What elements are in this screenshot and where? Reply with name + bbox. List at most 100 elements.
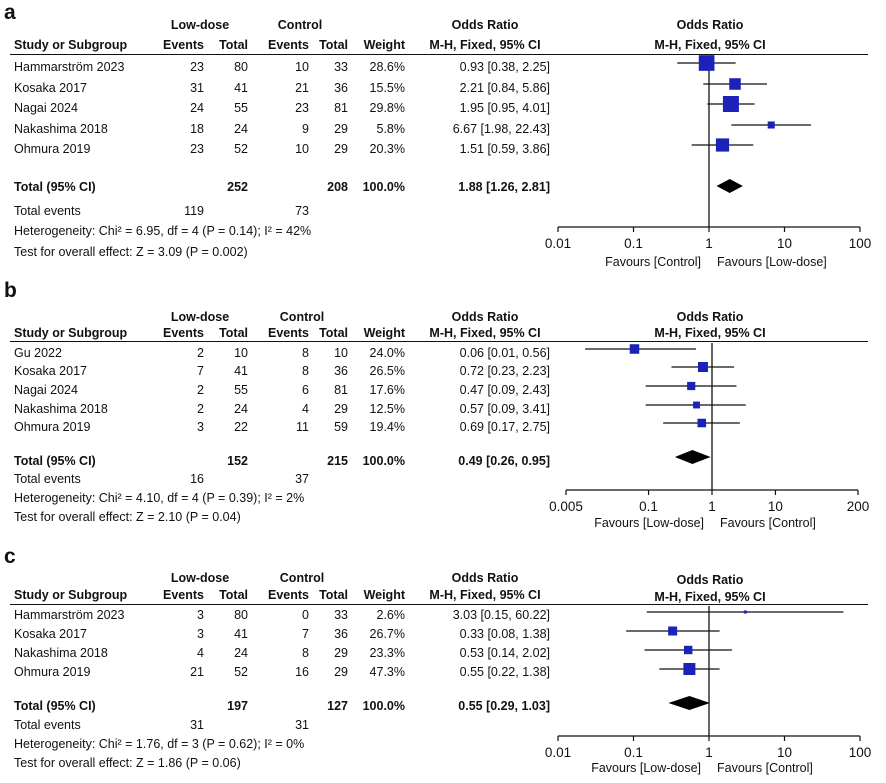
plot-title: Odds Ratio bbox=[676, 18, 744, 32]
study-col-header: Study or Subgroup bbox=[14, 38, 128, 52]
method-header: M-H, Fixed, 95% CI bbox=[429, 326, 541, 340]
weight: 23.3% bbox=[369, 646, 405, 660]
total1: 55 bbox=[234, 383, 248, 397]
odds-ratio-ci: 6.67 [1.98, 22.43] bbox=[452, 122, 550, 136]
favours-right-label: Favours [Control] bbox=[717, 761, 813, 775]
events1-header: Events bbox=[163, 38, 204, 52]
effect-square bbox=[729, 78, 741, 90]
total1: 24 bbox=[234, 122, 248, 136]
events1: 31 bbox=[190, 81, 204, 95]
events2: 0 bbox=[302, 608, 309, 622]
total2: 36 bbox=[334, 364, 348, 378]
total-events1: 16 bbox=[190, 472, 204, 486]
odds-ratio-ci: 1.95 [0.95, 4.01] bbox=[459, 101, 550, 115]
study-name: Ohmura 2019 bbox=[14, 665, 91, 679]
total1-header: Total bbox=[219, 38, 248, 52]
panel-label: c bbox=[4, 545, 16, 568]
effect-square bbox=[743, 610, 747, 614]
total1: 80 bbox=[234, 608, 248, 622]
plot-title: Odds Ratio bbox=[676, 573, 744, 587]
events2: 21 bbox=[295, 81, 309, 95]
effect-square bbox=[767, 121, 775, 129]
events2: 10 bbox=[295, 142, 309, 156]
events2: 6 bbox=[302, 383, 309, 397]
study-name: Nagai 2024 bbox=[14, 383, 78, 397]
odds-ratio-ci: 0.72 [0.23, 2.23] bbox=[459, 364, 550, 378]
odds-ratio-ci: 0.33 [0.08, 1.38] bbox=[459, 627, 550, 641]
total2: 29 bbox=[334, 646, 348, 660]
tick-label: 0.1 bbox=[624, 236, 643, 251]
method-header: M-H, Fixed, 95% CI bbox=[429, 588, 541, 602]
forest-plot: 0.005 0.1 1 10 200 Favours [Low-dose] Favours … bbox=[549, 343, 869, 530]
heterogeneity-text: Heterogeneity: Chi² = 4.10, df = 4 (P = … bbox=[14, 491, 305, 505]
tick-label: 10 bbox=[768, 499, 783, 514]
total1: 41 bbox=[234, 364, 248, 378]
total-events2: 31 bbox=[295, 718, 309, 732]
total2-sum: 127 bbox=[327, 699, 348, 713]
favours-left-label: Favours [Low-dose] bbox=[594, 516, 704, 530]
total-weight: 100.0% bbox=[362, 699, 405, 713]
study-name: Kosaka 2017 bbox=[14, 364, 87, 378]
total2: 59 bbox=[334, 420, 348, 434]
total-events1: 119 bbox=[184, 204, 204, 218]
total2: 29 bbox=[334, 665, 348, 679]
or-title: Odds Ratio bbox=[451, 310, 519, 324]
events1: 4 bbox=[197, 646, 204, 660]
total1-sum: 152 bbox=[227, 454, 248, 468]
odds-ratio-ci: 0.53 [0.14, 2.02] bbox=[459, 646, 550, 660]
plot-title: Odds Ratio bbox=[676, 310, 744, 324]
total-events2: 73 bbox=[295, 204, 309, 218]
total1-sum: 197 bbox=[227, 699, 248, 713]
events2-header: Events bbox=[268, 38, 309, 52]
panel-label: b bbox=[4, 279, 17, 302]
total2-sum: 208 bbox=[327, 180, 348, 194]
odds-ratio-ci: 0.57 [0.09, 3.41] bbox=[459, 402, 550, 416]
study-col-header: Study or Subgroup bbox=[14, 326, 128, 340]
total-events-label: Total events bbox=[14, 718, 81, 732]
group1-header: Low-dose bbox=[170, 18, 230, 32]
study-name: Hammarström 2023 bbox=[14, 60, 125, 74]
odds-ratio-ci: 0.55 [0.22, 1.38] bbox=[459, 665, 550, 679]
weight: 5.8% bbox=[376, 122, 406, 136]
events1-header: Events bbox=[163, 588, 204, 602]
total2-header: Total bbox=[319, 326, 348, 340]
total-label: Total (95% CI) bbox=[14, 699, 96, 713]
forest-plot: 0.01 0.1 1 10 100 Favours [Low-dose] Favours [… bbox=[545, 606, 871, 775]
total2: 33 bbox=[334, 608, 348, 622]
total1: 24 bbox=[234, 646, 248, 660]
events1: 2 bbox=[197, 346, 204, 360]
odds-ratio-ci: 1.51 [0.59, 3.86] bbox=[459, 142, 550, 156]
events2: 8 bbox=[302, 646, 309, 660]
effect-square bbox=[697, 418, 707, 428]
panel-b: b Low-dose Control Odds Ratio Odds Ratio… bbox=[0, 268, 886, 530]
events2: 8 bbox=[302, 346, 309, 360]
study-name: Nakashima 2018 bbox=[14, 646, 108, 660]
total1: 52 bbox=[234, 665, 248, 679]
study-name: Nakashima 2018 bbox=[14, 122, 108, 136]
total-label: Total (95% CI) bbox=[14, 180, 96, 194]
effect-square bbox=[629, 344, 640, 354]
total-events-label: Total events bbox=[14, 204, 81, 218]
odds-ratio-ci: 0.93 [0.38, 2.25] bbox=[459, 60, 550, 74]
tick-label: 1 bbox=[705, 745, 713, 760]
effect-square bbox=[722, 96, 739, 112]
tick-label: 10 bbox=[777, 236, 792, 251]
overall-effect-text: Test for overall effect: Z = 3.09 (P = 0… bbox=[14, 245, 248, 259]
forest-plot: 0.01 0.1 1 10 100 Favours [Control] Favours [L… bbox=[545, 55, 871, 269]
study-name: Kosaka 2017 bbox=[14, 627, 87, 641]
total1: 52 bbox=[234, 142, 248, 156]
group2-header: Control bbox=[277, 18, 323, 32]
total2: 29 bbox=[334, 142, 348, 156]
weight: 28.6% bbox=[369, 60, 405, 74]
total2: 81 bbox=[334, 101, 348, 115]
header-rule bbox=[10, 604, 868, 606]
weight: 24.0% bbox=[369, 346, 405, 360]
tick-label: 0.01 bbox=[545, 236, 571, 251]
tick-label: 0.01 bbox=[545, 745, 571, 760]
pooled-diamond bbox=[668, 696, 710, 710]
panel-label: a bbox=[4, 1, 16, 24]
header-rule bbox=[10, 54, 868, 56]
header-rule bbox=[10, 341, 868, 343]
total2: 33 bbox=[334, 60, 348, 74]
total-label: Total (95% CI) bbox=[14, 454, 96, 468]
